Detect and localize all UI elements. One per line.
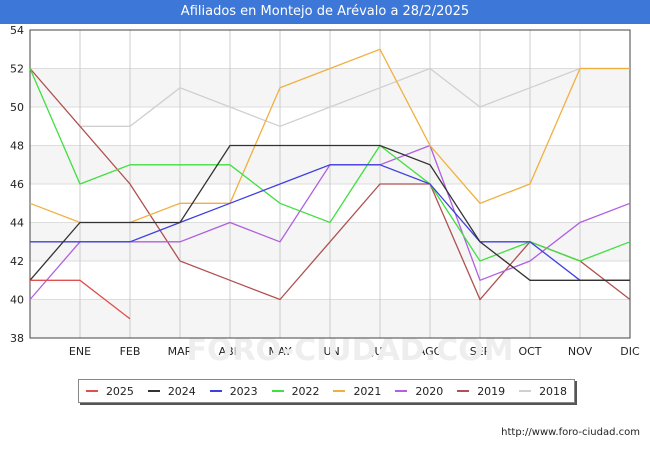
legend-label: 2020 bbox=[415, 384, 444, 398]
x-tick-label: AGO bbox=[418, 345, 443, 358]
watermark: FORO-CIUDAD.COM bbox=[187, 333, 514, 368]
x-tick-label: JUN bbox=[319, 345, 340, 358]
legend-swatch bbox=[147, 390, 160, 392]
series-line-2024 bbox=[29, 144, 630, 281]
legend-item-2021: 2021 bbox=[333, 385, 381, 398]
x-tick-label: DIC bbox=[620, 345, 640, 358]
legend-swatch bbox=[519, 390, 532, 392]
chart-legend: 2025 2024 2023 2022 2021 2020 2019 2018 bbox=[78, 379, 575, 403]
legend-swatch bbox=[271, 390, 284, 392]
x-tick-label: OCT bbox=[518, 345, 541, 358]
y-tick-label: 42 bbox=[10, 255, 24, 268]
x-tick-label: ENE bbox=[69, 345, 91, 358]
y-tick-label: 54 bbox=[10, 24, 24, 37]
legend-item-2022: 2022 bbox=[271, 384, 320, 398]
series-line-2025 bbox=[30, 279, 131, 320]
y-tick-label: 52 bbox=[10, 63, 24, 76]
legend-item-2020: 2020 bbox=[395, 385, 443, 398]
x-tick-label: MAR bbox=[168, 345, 193, 358]
legend-swatch bbox=[395, 390, 408, 392]
x-tick-label: ABR bbox=[219, 345, 242, 358]
legend-item-2025: 2025 bbox=[85, 384, 134, 398]
series-line-2023 bbox=[30, 164, 630, 281]
legend-item-2023: 2023 bbox=[209, 384, 258, 398]
legend-label: 2019 bbox=[477, 384, 506, 398]
legend-label: 2021 bbox=[353, 384, 382, 398]
x-tick-label: MAY bbox=[269, 345, 292, 358]
legend-swatch bbox=[209, 390, 222, 392]
legend-label: 2023 bbox=[229, 384, 258, 398]
chart-title: Afiliados en Montejo de Arévalo a 28/2/2… bbox=[0, 0, 650, 24]
y-tick-label: 38 bbox=[10, 332, 24, 345]
y-tick-label: 46 bbox=[10, 178, 24, 191]
plot-border bbox=[29, 29, 631, 339]
x-tick-label: NOV bbox=[568, 345, 593, 358]
y-tick-label: 48 bbox=[10, 140, 24, 153]
legend-item-2018: 2018 bbox=[519, 385, 567, 398]
x-tick-label: SEP bbox=[470, 345, 491, 358]
legend-label: 2024 bbox=[167, 384, 196, 398]
legend-item-2019: 2019 bbox=[457, 385, 505, 398]
legend-swatch bbox=[85, 390, 98, 392]
x-tick-label: FEB bbox=[120, 345, 141, 358]
source-url[interactable]: http://www.foro-ciudad.com bbox=[501, 427, 640, 438]
legend-swatch bbox=[457, 390, 470, 392]
series-line-2018 bbox=[80, 67, 630, 127]
legend-item-2024: 2024 bbox=[147, 384, 196, 398]
y-tick-label: 50 bbox=[10, 101, 24, 114]
legend-label: 2022 bbox=[291, 384, 320, 398]
y-tick-label: 40 bbox=[10, 294, 24, 307]
legend-label: 2018 bbox=[539, 384, 568, 398]
y-tick-label: 44 bbox=[10, 217, 24, 230]
legend-swatch bbox=[333, 390, 346, 392]
legend-label: 2025 bbox=[105, 384, 134, 398]
x-tick-label: JUL bbox=[370, 345, 389, 358]
